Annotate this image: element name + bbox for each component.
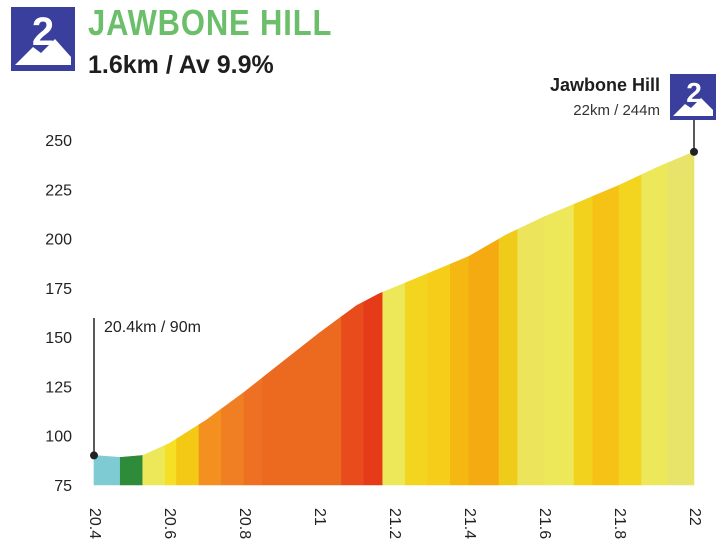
x-tick-label: 20.8 — [236, 508, 253, 539]
start-label: 20.4km / 90m — [104, 319, 201, 336]
profile-segment-19 — [543, 203, 575, 486]
profile-segments — [93, 151, 695, 486]
x-tick-label: 20.6 — [161, 508, 178, 539]
profile-segment-18 — [517, 216, 545, 486]
x-tick-label: 20.4 — [86, 508, 103, 539]
y-tick-label: 175 — [45, 281, 72, 298]
x-tick-label: 21 — [311, 508, 328, 526]
profile-segment-11 — [363, 291, 384, 486]
profile-segment-5 — [176, 424, 200, 486]
y-tick-label: 75 — [54, 478, 72, 495]
profile-segment-17 — [498, 228, 519, 486]
profile-segment-16 — [468, 238, 500, 486]
profile-segment-8 — [243, 376, 264, 486]
y-tick-label: 125 — [45, 379, 72, 396]
summit-category-badge: 2 — [670, 74, 716, 120]
profile-segment-3 — [142, 444, 166, 486]
category-badge: 2 — [11, 7, 75, 71]
profile-segment-13 — [404, 273, 429, 486]
profile-segment-14 — [427, 263, 451, 486]
profile-markers: 20.4km / 90m — [90, 120, 698, 460]
profile-segment-24 — [667, 151, 695, 486]
y-axis: 75 100 125 150 175 200 225 250 — [45, 133, 72, 495]
profile-segment-12 — [382, 282, 406, 486]
profile-segment-1 — [93, 455, 121, 486]
x-tick-label: 21.4 — [461, 508, 478, 539]
summit-marker-dot — [690, 147, 698, 156]
x-tick-label: 21.2 — [386, 508, 403, 539]
mountain-icon: 2 — [15, 10, 71, 65]
summit-stats: 22km / 244m — [573, 102, 660, 119]
profile-segment-23 — [641, 162, 669, 486]
profile-segment-10 — [341, 301, 365, 486]
start-marker-dot — [90, 451, 98, 460]
climb-stats: 1.6km / Av 9.9% — [88, 51, 274, 79]
y-tick-label: 150 — [45, 330, 72, 347]
profile-segment-21 — [592, 184, 620, 486]
y-tick-label: 200 — [45, 232, 72, 249]
category-number: 2 — [32, 10, 54, 54]
profile-segment-22 — [618, 174, 642, 486]
x-tick-label: 21.8 — [611, 508, 628, 539]
mountain-icon: 2 — [673, 77, 713, 116]
y-tick-label: 100 — [45, 429, 72, 446]
profile-segment-9 — [262, 316, 342, 486]
profile-segment-20 — [573, 195, 594, 486]
x-tick-label: 22 — [686, 508, 703, 526]
profile-segment-15 — [449, 255, 470, 486]
profile-segment-4 — [164, 438, 177, 486]
profile-segment-6 — [198, 408, 222, 486]
summit-name: Jawbone Hill — [549, 75, 660, 95]
summit-category-number: 2 — [686, 77, 702, 108]
x-tick-label: 21.6 — [536, 508, 553, 539]
profile-segment-7 — [221, 391, 245, 486]
y-tick-label: 250 — [45, 133, 72, 150]
climb-title: JAWBONE HILL — [88, 2, 333, 43]
profile-segment-2 — [119, 455, 144, 486]
y-tick-label: 225 — [45, 182, 72, 199]
x-axis: 20.4 20.6 20.8 21 21.2 21.4 21.6 21.8 22 — [86, 508, 703, 539]
